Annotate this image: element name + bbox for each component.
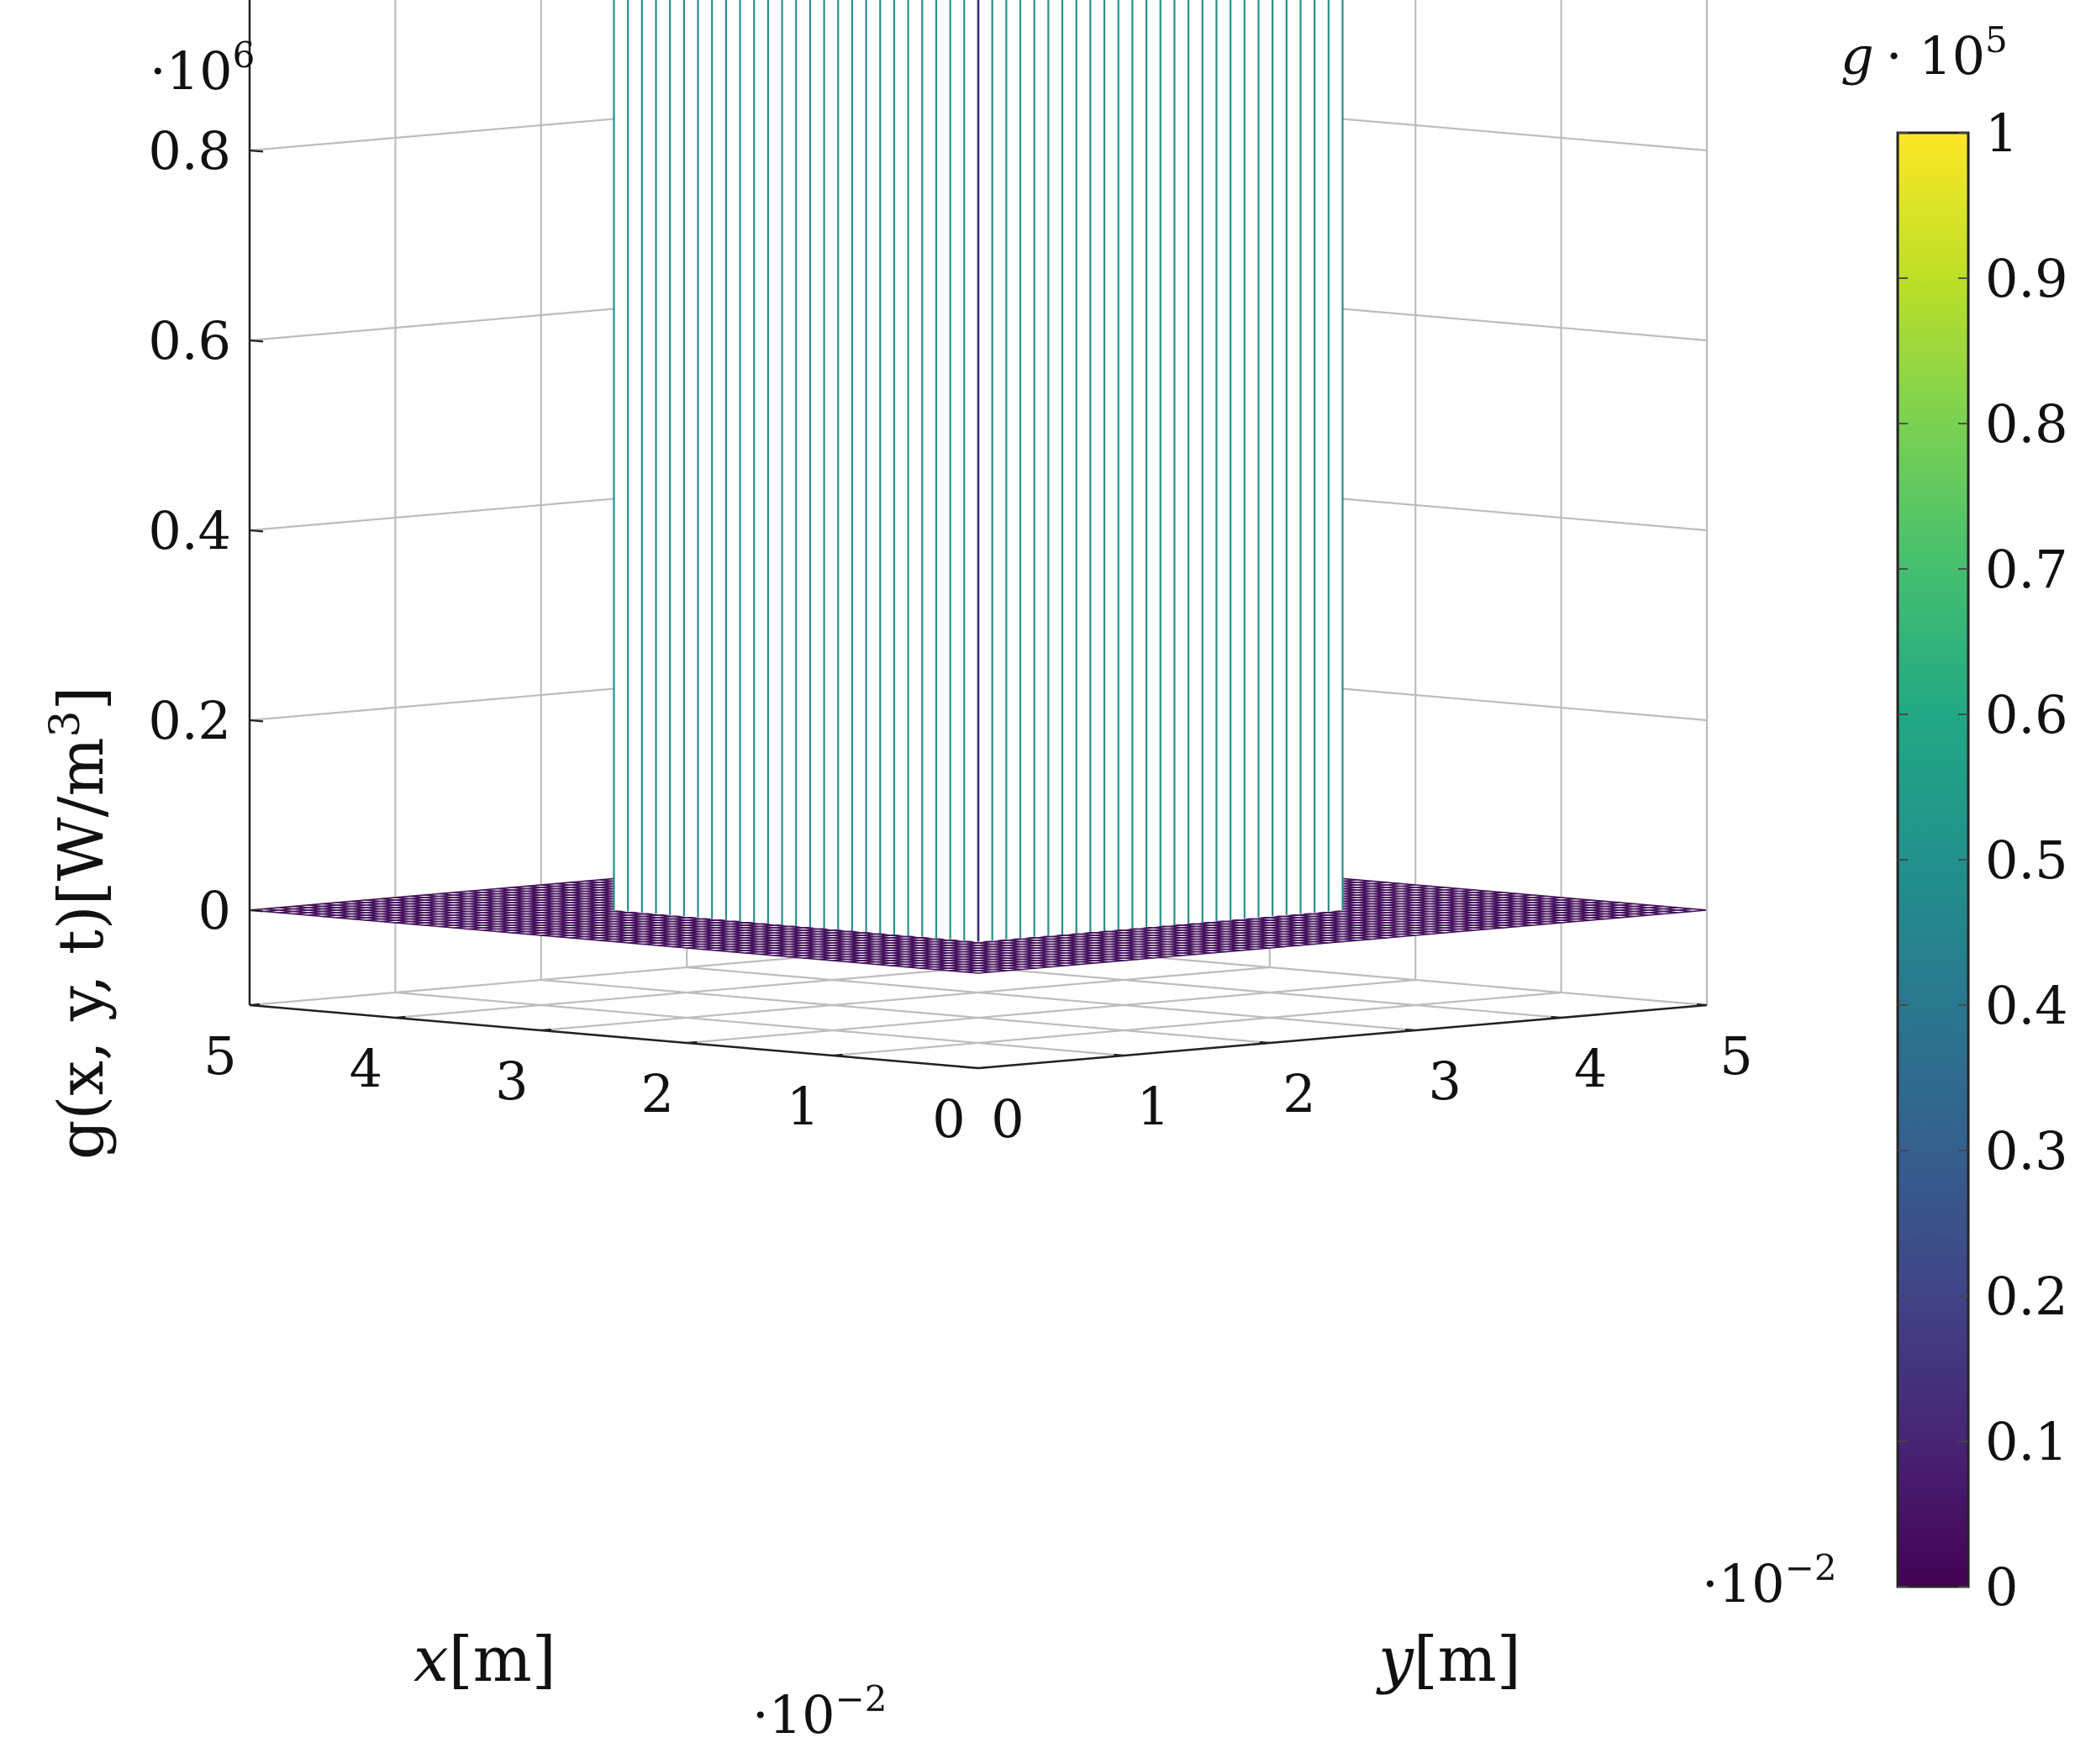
- x-tick-label: 0: [932, 1088, 965, 1150]
- grid-line: [540, 978, 1270, 1045]
- x-axis-label: x[m]: [413, 1624, 556, 1696]
- x-tick: [540, 1028, 551, 1032]
- colorbar-tick-label: 0.2: [1985, 1266, 2068, 1327]
- x-multiplier: ·10−2: [752, 1678, 887, 1746]
- x-tick: [977, 1066, 989, 1070]
- y-tick-label: 5: [1720, 1025, 1752, 1087]
- z-tick: [249, 529, 264, 533]
- x-tick-label: 5: [203, 1025, 236, 1087]
- colorbar: [1896, 131, 1970, 1588]
- colorbar-title: g · 105: [1841, 19, 2008, 87]
- z-tick-label: 0.8: [148, 120, 231, 182]
- y-tick-label: 4: [1574, 1038, 1607, 1099]
- colorbar-tick-label: 0.7: [1985, 539, 2068, 600]
- y-tick: [1405, 1028, 1416, 1032]
- block-surface: [613, 0, 1344, 942]
- x-tick: [832, 1053, 843, 1057]
- z-tick-label: 0.6: [148, 310, 231, 371]
- grid-line: [687, 966, 1416, 1032]
- colorbar-tick-label: 0: [1985, 1556, 2018, 1618]
- y-tick: [1696, 1003, 1708, 1007]
- y-tick: [1114, 1053, 1125, 1057]
- z-tick-label: 0: [198, 880, 231, 941]
- y-tick: [967, 1066, 979, 1070]
- z-axis-label: g(x, y, t)[W/m3]: [40, 687, 118, 1160]
- axes-frame: [248, 0, 1709, 1070]
- grid-line: [832, 991, 1562, 1057]
- y-tick-label: 0: [991, 1088, 1024, 1150]
- colorbar-tick-label: 0.3: [1985, 1120, 2068, 1182]
- y-tick: [1551, 1015, 1562, 1019]
- z-tick-labels: 00.20.40.60.81: [148, 120, 264, 941]
- y-tick: [1259, 1040, 1270, 1045]
- x-tick: [395, 1015, 406, 1019]
- colorbar-tick-label: 1: [1985, 103, 2018, 164]
- y-tick-labels: 0 1 2 3 4 5: [967, 1003, 1753, 1150]
- y-tick-label: 2: [1283, 1063, 1315, 1124]
- x-tick-label: 4: [350, 1038, 382, 1099]
- colorbar-tick-label: 0.5: [1985, 829, 2068, 891]
- axis-line: [249, 1003, 979, 1070]
- colorbar-tick-label: 0.8: [1985, 393, 2068, 455]
- z-multiplier: ·106: [150, 34, 255, 102]
- colorbar-tick-label: 0.1: [1985, 1411, 2068, 1472]
- y-axis-label: y[m]: [1376, 1624, 1521, 1696]
- z-tick: [249, 908, 264, 913]
- z-tick-label: 0.4: [148, 500, 231, 561]
- z-tick-label: 0.2: [148, 690, 231, 751]
- z-tick: [249, 339, 264, 343]
- grid-line: [687, 978, 1416, 1045]
- grid-line: [395, 991, 1125, 1057]
- x-tick-label: 1: [787, 1076, 819, 1137]
- y-tick-label: 3: [1428, 1051, 1461, 1112]
- y-tick-label: 1: [1137, 1076, 1170, 1137]
- grid-line: [540, 966, 1270, 1032]
- colorbar-tick-label: 0.4: [1985, 975, 2068, 1036]
- z-tick: [249, 719, 264, 723]
- x-tick-labels: 0 1 2 3 4 5: [203, 1003, 989, 1150]
- x-tick: [687, 1040, 698, 1045]
- x-tick-label: 2: [640, 1063, 673, 1124]
- x-tick: [249, 1003, 261, 1007]
- y-multiplier: ·10−2: [1702, 1547, 1837, 1614]
- axis-line: [977, 1003, 1708, 1070]
- colorbar-tick-label: 0.9: [1985, 248, 2068, 309]
- colorbar-tick-label: 0.6: [1985, 684, 2068, 745]
- colorbar-ticks: 0 0.1 0.2 0.3 0.4 0.5 0.6 0.7 0.8 0.9 1: [1898, 103, 2068, 1618]
- z-tick: [249, 149, 264, 153]
- x-tick-label: 3: [495, 1051, 528, 1112]
